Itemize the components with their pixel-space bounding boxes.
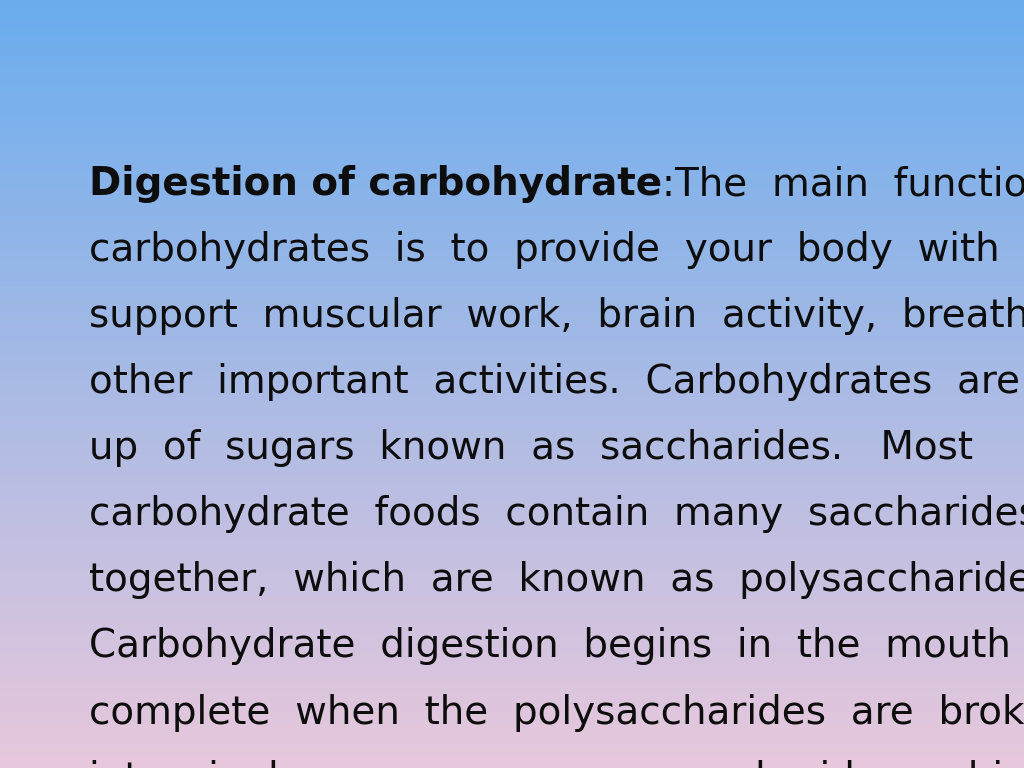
Text: together,  which  are  known  as  polysaccharides.: together, which are known as polysacchar… bbox=[89, 561, 1024, 599]
Text: support  muscular  work,  brain  activity,  breathing  and: support muscular work, brain activity, b… bbox=[89, 297, 1024, 335]
Text: :The  main  function  of: :The main function of bbox=[663, 165, 1024, 203]
Text: into  single  sugars,  or  monosaccharides,  which  can  be: into single sugars, or monosaccharides, … bbox=[89, 760, 1024, 768]
Text: carbohydrates  is  to  provide  your  body  with  energy  to: carbohydrates is to provide your body wi… bbox=[89, 231, 1024, 269]
Text: carbohydrate  foods  contain  many  saccharides  linked: carbohydrate foods contain many sacchari… bbox=[89, 495, 1024, 533]
Text: Carbohydrate  digestion  begins  in  the  mouth  and  is: Carbohydrate digestion begins in the mou… bbox=[89, 627, 1024, 665]
Text: other  important  activities.  Carbohydrates  are  made: other important activities. Carbohydrate… bbox=[89, 363, 1024, 401]
Text: up  of  sugars  known  as  saccharides.   Most: up of sugars known as saccharides. Most bbox=[89, 429, 973, 467]
Text: complete  when  the  polysaccharides  are  broken  down: complete when the polysaccharides are br… bbox=[89, 694, 1024, 731]
Text: Digestion of carbohydrate: Digestion of carbohydrate bbox=[89, 165, 663, 203]
